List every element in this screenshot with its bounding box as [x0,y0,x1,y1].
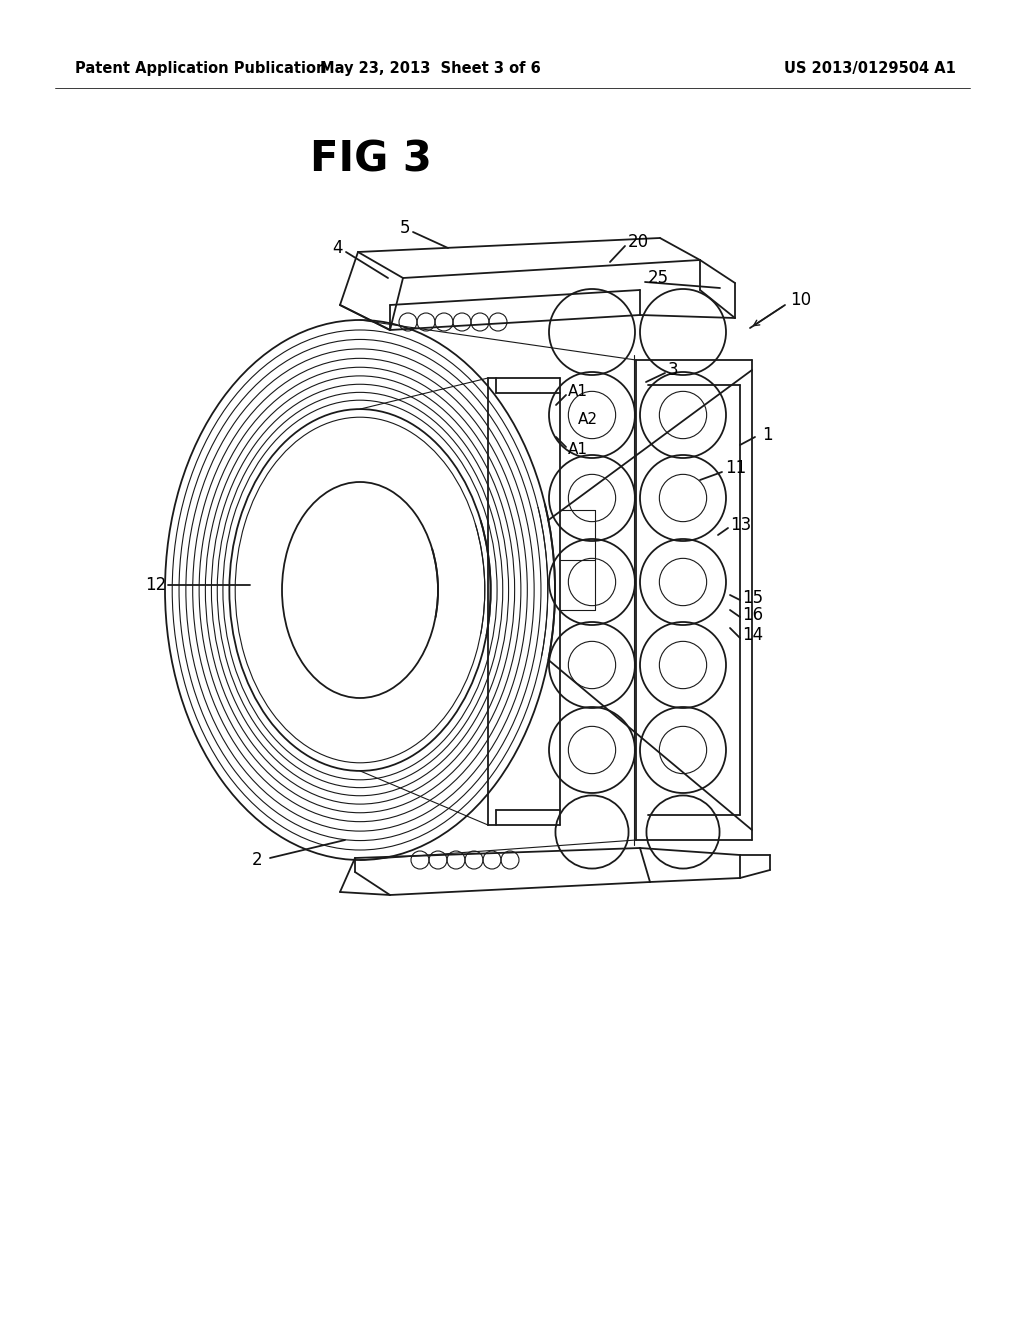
Text: A2: A2 [578,412,598,428]
Text: A1: A1 [568,442,588,458]
Text: Patent Application Publication: Patent Application Publication [75,61,327,75]
Text: 1: 1 [762,426,773,444]
Text: 11: 11 [725,459,746,477]
Text: 14: 14 [742,626,763,644]
Text: US 2013/0129504 A1: US 2013/0129504 A1 [784,61,956,75]
Text: 15: 15 [742,589,763,607]
Text: 16: 16 [742,606,763,624]
Text: 25: 25 [648,269,669,286]
Text: May 23, 2013  Sheet 3 of 6: May 23, 2013 Sheet 3 of 6 [319,61,541,75]
Text: 13: 13 [730,516,752,535]
Text: 4: 4 [332,239,342,257]
Text: 5: 5 [400,219,411,238]
Text: FIG 3: FIG 3 [310,139,432,181]
Text: 12: 12 [145,576,166,594]
Text: 3: 3 [668,360,679,379]
Text: 10: 10 [790,290,811,309]
Text: 20: 20 [628,234,649,251]
Text: 2: 2 [252,851,262,869]
Text: A1: A1 [568,384,588,400]
